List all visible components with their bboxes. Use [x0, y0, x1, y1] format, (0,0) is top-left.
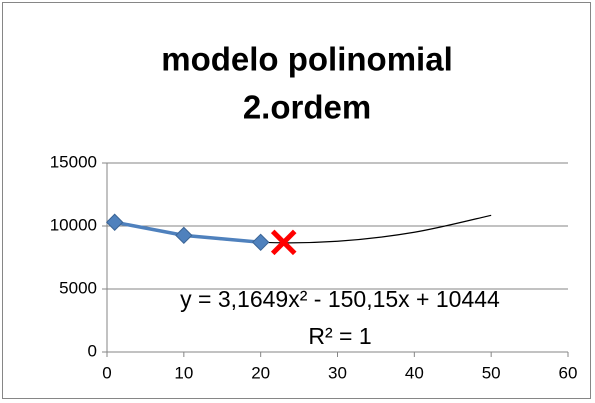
data-point [105, 213, 124, 231]
r-squared: R² = 1 [308, 323, 371, 349]
prediction-stroke [270, 229, 297, 256]
data-point [175, 226, 193, 245]
x-tick-label: 0 [102, 363, 111, 382]
prediction-marker [270, 229, 297, 256]
chart-title: 2.ordem [243, 89, 371, 126]
x-tick-label: 20 [251, 363, 270, 382]
chart-border [2, 2, 591, 399]
y-tick-label: 15000 [50, 152, 97, 171]
x-tick-label: 10 [174, 363, 193, 382]
chart-title: modelo polinomial [161, 41, 453, 78]
x-tick-label: 50 [482, 363, 501, 382]
x-tick-label: 40 [405, 363, 424, 382]
x-tick-label: 60 [559, 363, 578, 382]
x-tick-label: 30 [328, 363, 347, 382]
y-tick-label: 5000 [59, 278, 97, 297]
data-point [251, 233, 270, 251]
y-tick-label: 10000 [50, 215, 97, 234]
trendline-equation: y = 3,1649x² - 150,15x + 10444 [180, 286, 500, 312]
y-tick-label: 0 [88, 341, 97, 360]
